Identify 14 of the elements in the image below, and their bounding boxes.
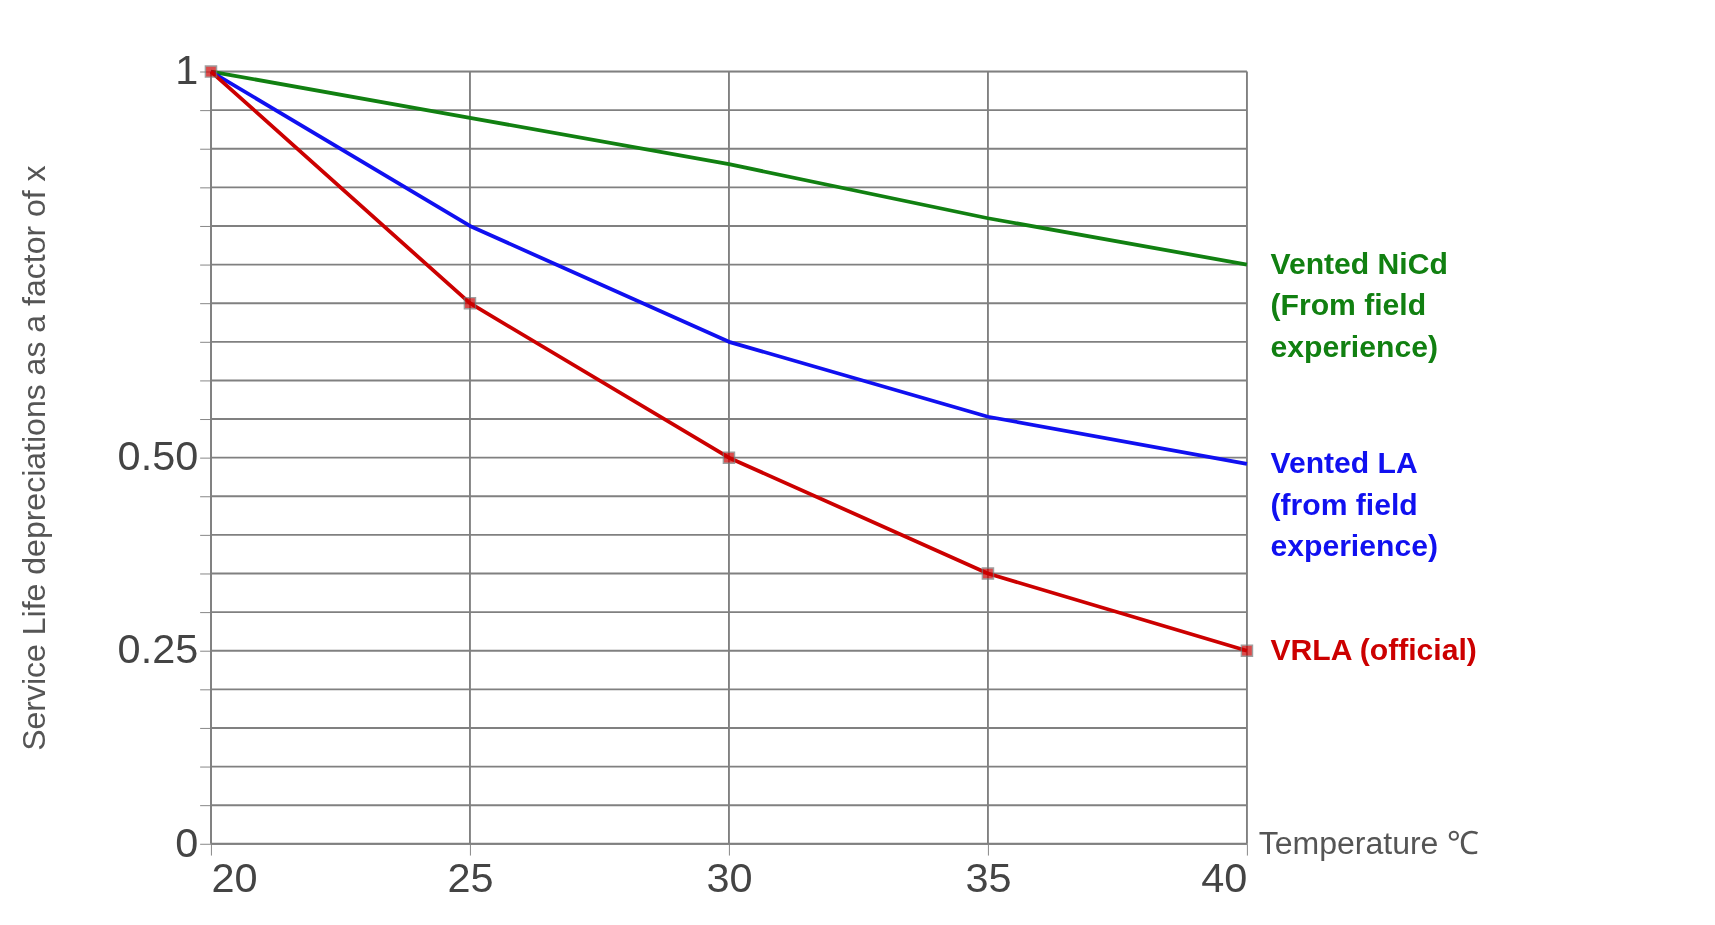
series-label: VRLA (official) (1270, 633, 1477, 667)
y-tick-label: 0 (175, 818, 199, 866)
x-tick-label: 20 (211, 854, 258, 902)
y-axis-title: Service Life depreciations as a factor of x (16, 165, 53, 751)
x-tick-label: 35 (965, 854, 1012, 902)
y-tick-label: 0.50 (117, 432, 199, 480)
x-axis-title: Temperature ℃ (1258, 824, 1480, 861)
y-tick-label: 0.25 (117, 625, 199, 673)
x-tick-label: 40 (1201, 854, 1248, 902)
series-label: Vented NiCd (From field experience) (1270, 247, 1448, 363)
x-tick-label: 25 (447, 854, 494, 902)
series-label: Vented LA (from field experience) (1270, 446, 1438, 563)
x-tick-label: 30 (706, 854, 753, 902)
y-tick-label: 1 (175, 46, 199, 94)
